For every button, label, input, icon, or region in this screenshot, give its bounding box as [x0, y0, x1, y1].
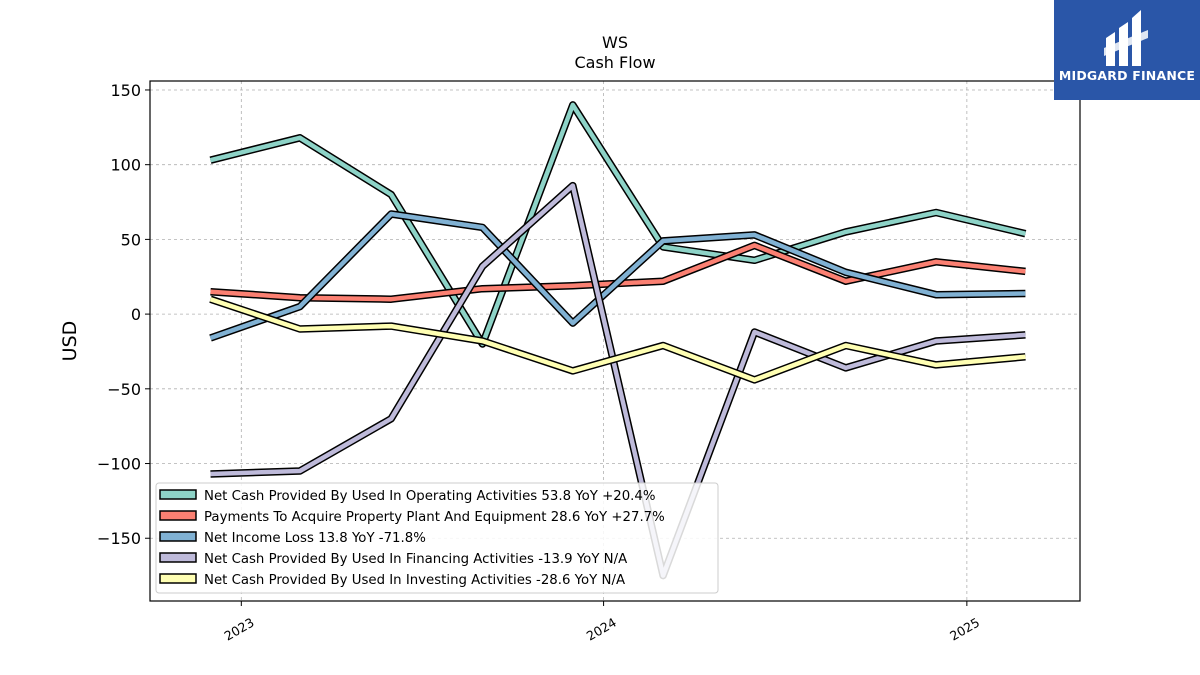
- x-tick-label: 2025: [947, 615, 982, 644]
- legend-label: Payments To Acquire Property Plant And E…: [204, 510, 665, 525]
- legend-label: Net Cash Provided By Used In Investing A…: [204, 573, 625, 588]
- series-line-0: [209, 101, 1027, 348]
- y-tick-label: −150: [97, 529, 141, 548]
- plot-frame: [149, 80, 1081, 602]
- series-line-4: [209, 295, 1026, 384]
- legend-swatch: [159, 489, 197, 500]
- y-tick-label: 50: [121, 230, 141, 249]
- legend-label: Net Income Loss 13.8 YoY -71.8%: [204, 531, 426, 546]
- y-tick-label: 0: [131, 305, 141, 324]
- series-line-fill: [209, 211, 1026, 341]
- legend-label: Net Cash Provided By Used In Financing A…: [204, 552, 627, 567]
- legend-swatch: [159, 573, 197, 584]
- y-tick-label: −100: [97, 455, 141, 474]
- series-line-outline: [209, 101, 1027, 348]
- logo-text: MIDGARD FINANCE: [1058, 68, 1196, 83]
- series-line-fill: [209, 297, 1026, 383]
- chart-subtitle: Cash Flow: [574, 53, 655, 72]
- series-line-2: [209, 210, 1026, 342]
- legend-box: [155, 482, 719, 594]
- x-tick-label: 2023: [222, 615, 257, 644]
- legend-swatch: [159, 510, 197, 521]
- legend-swatch: [159, 552, 197, 563]
- y-tick-label: 150: [110, 81, 141, 100]
- legend-swatch: [159, 531, 197, 542]
- series-line-fill: [209, 102, 1026, 347]
- x-tick-label: 2024: [584, 615, 619, 644]
- midgard-logo-icon: [1104, 10, 1148, 66]
- legend-label: Net Cash Provided By Used In Operating A…: [204, 489, 655, 504]
- chart-title: WS: [602, 33, 628, 52]
- y-tick-label: 100: [110, 156, 141, 175]
- midgard-finance-logo: MIDGARD FINANCE: [1054, 0, 1200, 100]
- y-axis-label: USD: [59, 321, 81, 362]
- y-tick-label: −50: [107, 380, 141, 399]
